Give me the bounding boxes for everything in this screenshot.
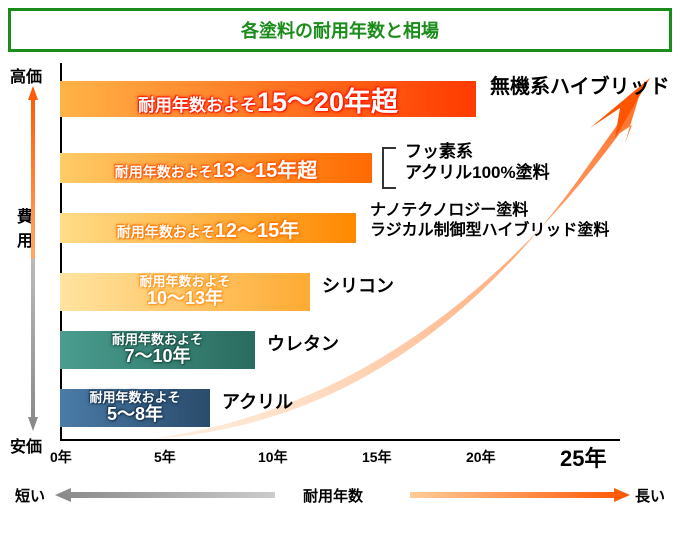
x-axis-line [60,439,620,441]
bar-fill: 耐用年数およそ12〜15年 [60,213,356,243]
bar-label: 耐用年数およそ15〜20年超 [132,80,404,119]
bar-row: 耐用年数およそ7〜10年 [60,331,255,369]
bar-row: 耐用年数およそ12〜15年 [60,213,356,243]
x-axis-label-durability: 耐用年数 [303,485,363,506]
paint-name: フッ素系アクリル100%塗料 [405,141,550,184]
x-tick: 5年 [154,447,176,467]
chart-area: 耐用年数およそ15〜20年超無機系ハイブリッド耐用年数およそ13〜15年超フッ素… [60,63,660,443]
bar-label: 耐用年数およそ5〜8年 [83,391,186,425]
x-axis-arrow-right-icon [410,488,630,502]
bar-fill: 耐用年数およそ13〜15年超 [60,153,372,183]
chart-container: 各塗料の耐用年数と相場 高価 費用 安価 耐用年数およそ15〜20年超無機系ハイ… [0,8,680,533]
bar-label: 耐用年数およそ7〜10年 [106,333,209,367]
x-tick: 15年 [362,447,392,467]
x-tick: 20年 [466,447,496,467]
bar-fill: 耐用年数およそ15〜20年超 [60,81,476,117]
paint-name: 無機系ハイブリッド [490,75,670,100]
bar-fill: 耐用年数およそ10〜13年 [60,273,310,311]
x-tick: 10年 [258,447,288,467]
x-axis-arrow-icon [55,488,275,502]
paint-name: シリコン [322,275,394,298]
bar-row: 耐用年数およそ5〜8年 [60,389,210,427]
bar-row: 耐用年数およそ10〜13年 [60,273,310,311]
paint-name: ナノテクノロジー塗料ラジカル制御型ハイブリッド塗料 [370,201,609,241]
paint-name: ウレタン [267,333,339,356]
y-axis-arrow-icon [28,86,38,431]
x-tick: 0年 [50,447,72,467]
x-axis-label-long: 長い [635,485,665,506]
bar-label: 耐用年数およそ10〜13年 [133,275,236,309]
bar-fill: 耐用年数およそ5〜8年 [60,389,210,427]
paint-name: アクリル [222,391,293,414]
x-axis-label-short: 短い [15,485,45,506]
bar-row: 耐用年数およそ15〜20年超 [60,81,476,117]
x-tick: 25年 [560,441,606,473]
curve-arrow-icon [60,63,660,441]
y-axis-line [60,63,62,441]
bar-label: 耐用年数およそ12〜15年 [111,214,306,243]
bar-row: 耐用年数およそ13〜15年超 [60,153,372,183]
y-axis-label-cheap: 安価 [10,433,42,457]
y-axis-label-expensive: 高価 [10,63,42,87]
bar-label: 耐用年数およそ13〜15年超 [109,154,324,183]
bar-fill: 耐用年数およそ7〜10年 [60,331,255,369]
bracket-icon [382,147,396,189]
chart-title: 各塗料の耐用年数と相場 [8,8,672,52]
